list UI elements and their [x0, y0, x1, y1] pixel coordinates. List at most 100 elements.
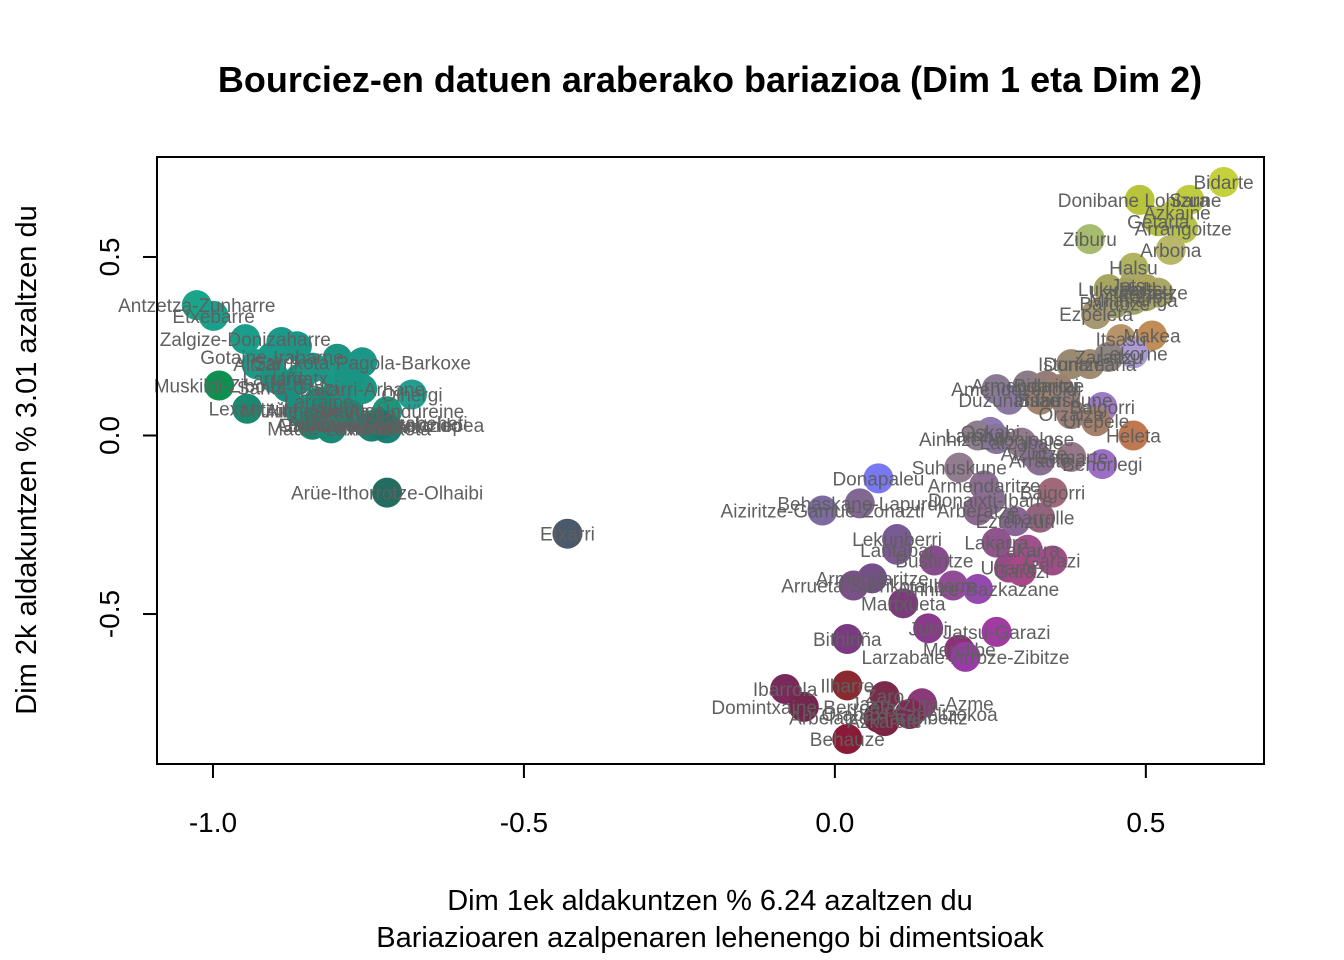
- point-label: Orabaxi-Ezpeltzokoa: [821, 705, 998, 726]
- data-point: [1056, 399, 1087, 430]
- point-label: Zalgize-Donizaharre: [160, 330, 331, 351]
- point-label: Oihergi: [381, 385, 442, 406]
- point-label: Arrueta-Sarrikota: [781, 576, 926, 597]
- point-label: Urepele: [1063, 412, 1130, 433]
- point-label: Arrokiaga-Hozkortziepea: [275, 416, 485, 437]
- point-label: Iruri-Bizkaia: [321, 418, 422, 439]
- data-point: [372, 477, 403, 508]
- point-label: Armendaritze: [971, 377, 1084, 398]
- point-label: Lukuze: [1078, 280, 1139, 301]
- data-point: [272, 372, 303, 403]
- point-label: Lantabat: [860, 541, 935, 562]
- point-label: Arbelatze-Haranbeltz: [789, 709, 967, 730]
- point-label: Arbona: [1140, 241, 1202, 262]
- point-label: Donapaleu: [832, 469, 924, 490]
- point-label: Domintxaine-Berroeta: [711, 698, 896, 719]
- point-label: Bustintze: [895, 551, 973, 572]
- data-point: [869, 706, 900, 737]
- data-point: [281, 331, 312, 362]
- data-point: [950, 641, 981, 672]
- point-label: Baigorri: [1020, 484, 1085, 505]
- point-label: Ainhize-Monjolose: [919, 430, 1074, 451]
- data-point: [882, 534, 913, 565]
- point-label: Arraute: [1009, 452, 1071, 473]
- data-point: [1025, 445, 1056, 476]
- point-label: Bidarte: [1193, 173, 1253, 194]
- point-label: Mendikota: [343, 419, 431, 440]
- data-point: [1025, 502, 1056, 533]
- data-point: [844, 488, 875, 519]
- point-label: Sara: [1169, 191, 1210, 212]
- point-label: Donaixti-Ibarre: [928, 491, 1053, 512]
- data-point: [1056, 349, 1087, 380]
- data-point: [770, 674, 801, 705]
- point-label: Suhuskune: [1017, 391, 1112, 412]
- point-label: Irisarri: [1014, 391, 1067, 412]
- point-label: Sarrikota-Pagola-Barkoxe: [253, 353, 471, 374]
- point-label: Lakarri-Arhane: [299, 380, 425, 401]
- point-label: Milafranga: [1089, 291, 1178, 312]
- point-label: Heleta: [1106, 427, 1161, 448]
- data-point: [832, 670, 863, 701]
- point-label: Mitikile-Larrori: [240, 402, 359, 423]
- data-point: [1208, 166, 1239, 197]
- data-point: [863, 463, 894, 494]
- data-point: [919, 545, 950, 576]
- point-label: Etxarri: [540, 525, 595, 546]
- point-label: Lakarra: [964, 534, 1029, 555]
- point-label: Uharte: [981, 559, 1038, 580]
- data-point: [1087, 449, 1118, 480]
- point-label: Martxueta: [861, 594, 946, 615]
- x-tick-label: -1.0: [189, 807, 237, 838]
- point-label: Ilharre: [820, 676, 874, 697]
- data-point: [1155, 234, 1186, 265]
- point-label: Larzabale: [980, 434, 1063, 455]
- point-label: Jatsu-Garazi: [943, 623, 1051, 644]
- data-point: [1025, 384, 1056, 415]
- x-tick-label: 0.5: [1126, 807, 1165, 838]
- data-point: [1074, 224, 1105, 255]
- data-point: [981, 527, 1012, 558]
- y-axis-label: Dim 2k aldakuntzen % 3.01 azaltzen du: [11, 205, 43, 714]
- point-label: Ibarrolle: [1006, 509, 1075, 530]
- y-tick-label: 0.5: [94, 238, 125, 277]
- data-point: [994, 384, 1025, 415]
- data-point: [938, 570, 969, 601]
- data-point: [1118, 338, 1149, 369]
- data-point: [230, 324, 261, 355]
- data-point: [913, 613, 944, 644]
- data-point: [838, 570, 869, 601]
- point-label: Ziburu: [1063, 230, 1117, 251]
- x-axis: -1.0 -0.5 0.0 0.5: [189, 763, 1165, 838]
- point-label: Zaro: [865, 687, 904, 708]
- point-label: Urdatx: [272, 369, 328, 390]
- data-point: [334, 359, 365, 390]
- point-label: Arrangoitze: [1135, 219, 1232, 240]
- data-point: [316, 413, 347, 444]
- point-label: Iholdi: [1036, 380, 1081, 401]
- point-label: Bithiriña: [813, 630, 882, 651]
- point-label: Ezpeleta: [1059, 305, 1133, 326]
- data-point: [1037, 477, 1068, 508]
- data-point: [1130, 274, 1161, 305]
- data-point: [894, 699, 925, 730]
- points-layer: [181, 166, 1239, 755]
- point-label: Behauze: [810, 730, 885, 751]
- data-point: [1093, 341, 1124, 372]
- point-label: Maule-Lextarre: [267, 419, 395, 440]
- point-label: Jaxu-Izura-Azme: [850, 694, 994, 715]
- data-point: [1081, 406, 1112, 437]
- point-label: Jutsi: [909, 619, 948, 640]
- data-point: [888, 588, 919, 619]
- point-label: Ainharbe-Alos: [265, 402, 384, 423]
- point-label: Getaria: [1127, 212, 1190, 233]
- point-label: Mendibe: [923, 641, 996, 662]
- point-label: Altzai: [233, 355, 279, 376]
- point-label: Uztaritze: [1090, 284, 1165, 305]
- point-label: Aiziritze-Gamue-Zohazti: [721, 501, 925, 522]
- data-point: [1143, 206, 1174, 237]
- point-label: Arberatze: [937, 501, 1019, 522]
- point-label: Zaraitzu: [1074, 348, 1143, 369]
- data-point: [297, 352, 328, 383]
